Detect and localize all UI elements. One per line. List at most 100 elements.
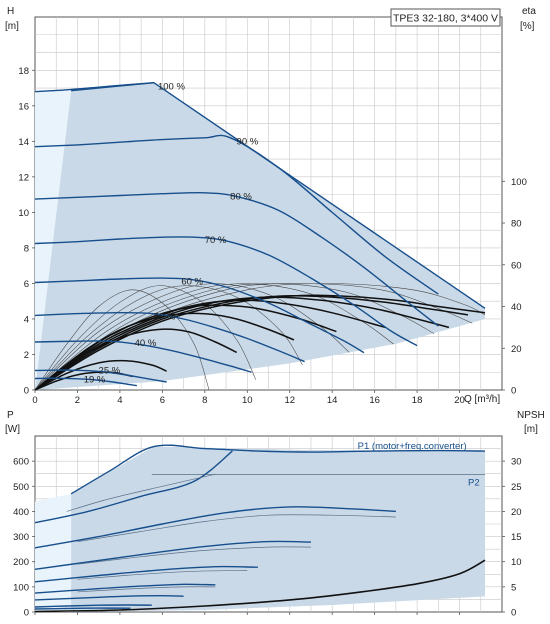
y-axis-unit: [m] [5,21,19,32]
y2-tick-label: 20 [511,344,522,355]
power-y-tick-label: 200 [13,557,29,568]
x-tick-label: 14 [327,395,338,406]
p1-curve [34,607,131,610]
power-y-tick-label: 400 [13,507,29,518]
power-region-light [35,493,72,612]
p1-curve [34,506,396,549]
y2-axis-unit: [%] [520,21,535,32]
npsh-y-tick-label: 15 [511,532,522,543]
npsh-y-tick-label: 5 [511,582,516,593]
power-axis-label: P [7,410,14,421]
x-tick-label: 2 [75,395,80,406]
speed-label: 80 % [230,191,252,202]
x-tick-label: 18 [412,395,423,406]
p2-curve [77,586,216,593]
power-axis-unit: [W] [5,424,20,435]
y2-tick-label: 0 [511,386,516,397]
speed-curves [34,82,439,387]
speed-curve [34,277,365,354]
x-tick-label: 20 [454,395,465,406]
speed-curve [34,82,154,93]
y-tick-label: 2 [24,350,29,361]
x-tick-label: 0 [32,395,37,406]
npsh-line [34,559,486,613]
npsh-y-tick-label: 10 [511,557,522,568]
power-y-tick-label: 100 [13,582,29,593]
thin-efficiency-line [34,289,210,391]
p2-curve [77,546,312,565]
npsh-curve [34,559,486,613]
power-axis-ticks: 0 100 200 300 400 500 600 0 5 10 15 20 25 30 [13,457,521,619]
npsh-y-tick-label: 20 [511,507,522,518]
efficiency-line [34,359,167,391]
y-tick-label: 12 [18,172,29,183]
npsh-axis-unit: [m] [524,424,538,435]
series-label: P2 [468,478,480,489]
y2-tick-label: 40 [511,302,522,313]
p1-curve [34,565,258,583]
x-tick-label: 16 [369,395,380,406]
y2-tick-label: 100 [511,177,527,188]
efficiency-line [34,328,238,391]
thin-efficiency-line [34,283,486,391]
speed-label: 19 % [84,374,106,385]
speed-label: 25 % [99,365,121,376]
speed-label: 50 % [154,311,176,322]
npsh-y-tick-label: 30 [511,457,522,468]
power-y-tick-label: 0 [24,608,29,619]
speed-label: 100 % [158,81,185,92]
y-tick-label: 10 [18,208,29,219]
p1-curve [34,540,312,570]
p2-curve [77,570,248,580]
p1-curve [34,594,184,601]
y-tick-label: 8 [24,243,29,254]
efficiency-line [34,296,450,391]
chart-title: TPE3 32-180, 3*400 V [393,13,498,25]
head-chart-panel: 100 % 90 % 80 % 70 % 60 % 50 % 40 % 25 %19 % 0 2… [5,6,536,406]
speed-labels: 100 % 90 % 80 % 70 % 60 % 50 % 40 % 25 %19 % [84,81,259,385]
y2-tick-label: 60 [511,260,522,271]
head-axis-ticks: 0 2 4 6 8 10 12 14 16 18 20 0 2 4 6 8 10 12 14 16 18 0 20 40 60 8… [18,66,526,406]
speed-label: 90 % [237,136,259,147]
speed-curve [34,340,252,373]
y2-axis-label: eta [522,6,536,17]
p2-curve [66,473,216,512]
y-tick-label: 4 [24,314,29,325]
speed-curve [34,377,138,387]
efficiency-line [34,299,386,391]
x-tick-label: 10 [242,395,253,406]
speed-curve [34,134,439,295]
y2-tick-label: 80 [511,219,522,230]
speed-curve [34,311,305,363]
speed-label: 60 % [181,277,203,288]
speed-curve [34,192,439,327]
speed-label: 70 % [205,235,227,246]
efficiency-line [34,312,295,391]
y-tick-label: 14 [18,137,29,148]
x-tick-label: 6 [160,395,165,406]
npsh-axis-label: NPSH [517,410,545,421]
title-box [390,8,501,27]
power-y-tick-label: 600 [13,457,29,468]
power-series-labels: P1 (motor+freq.converter) P2 [358,441,480,488]
npsh-y-tick-label: 25 [511,482,522,493]
thin-efficiency-line [34,285,303,391]
p1-curve [34,583,216,594]
p1-curve [70,444,486,495]
speed-curve [34,369,167,383]
y-tick-label: 6 [24,279,29,290]
series-label: P1 (motor+freq.converter) [358,441,467,452]
y-tick-label: 18 [18,66,29,77]
thin-efficiency-line [34,285,257,391]
power-curves [34,444,486,610]
y-axis-label: H [7,6,14,17]
power-y-tick-label: 500 [13,482,29,493]
p1-curve [34,450,233,524]
x-axis-label: Q [m³/h] [464,394,500,405]
p2-curve [77,514,396,542]
y-tick-label: 0 [24,386,29,397]
x-tick-label: 8 [202,395,207,406]
y-tick-label: 16 [18,101,29,112]
x-tick-label: 12 [284,395,295,406]
power-chart-panel: P1 (motor+freq.converter)P2 010020030040… [5,410,545,619]
